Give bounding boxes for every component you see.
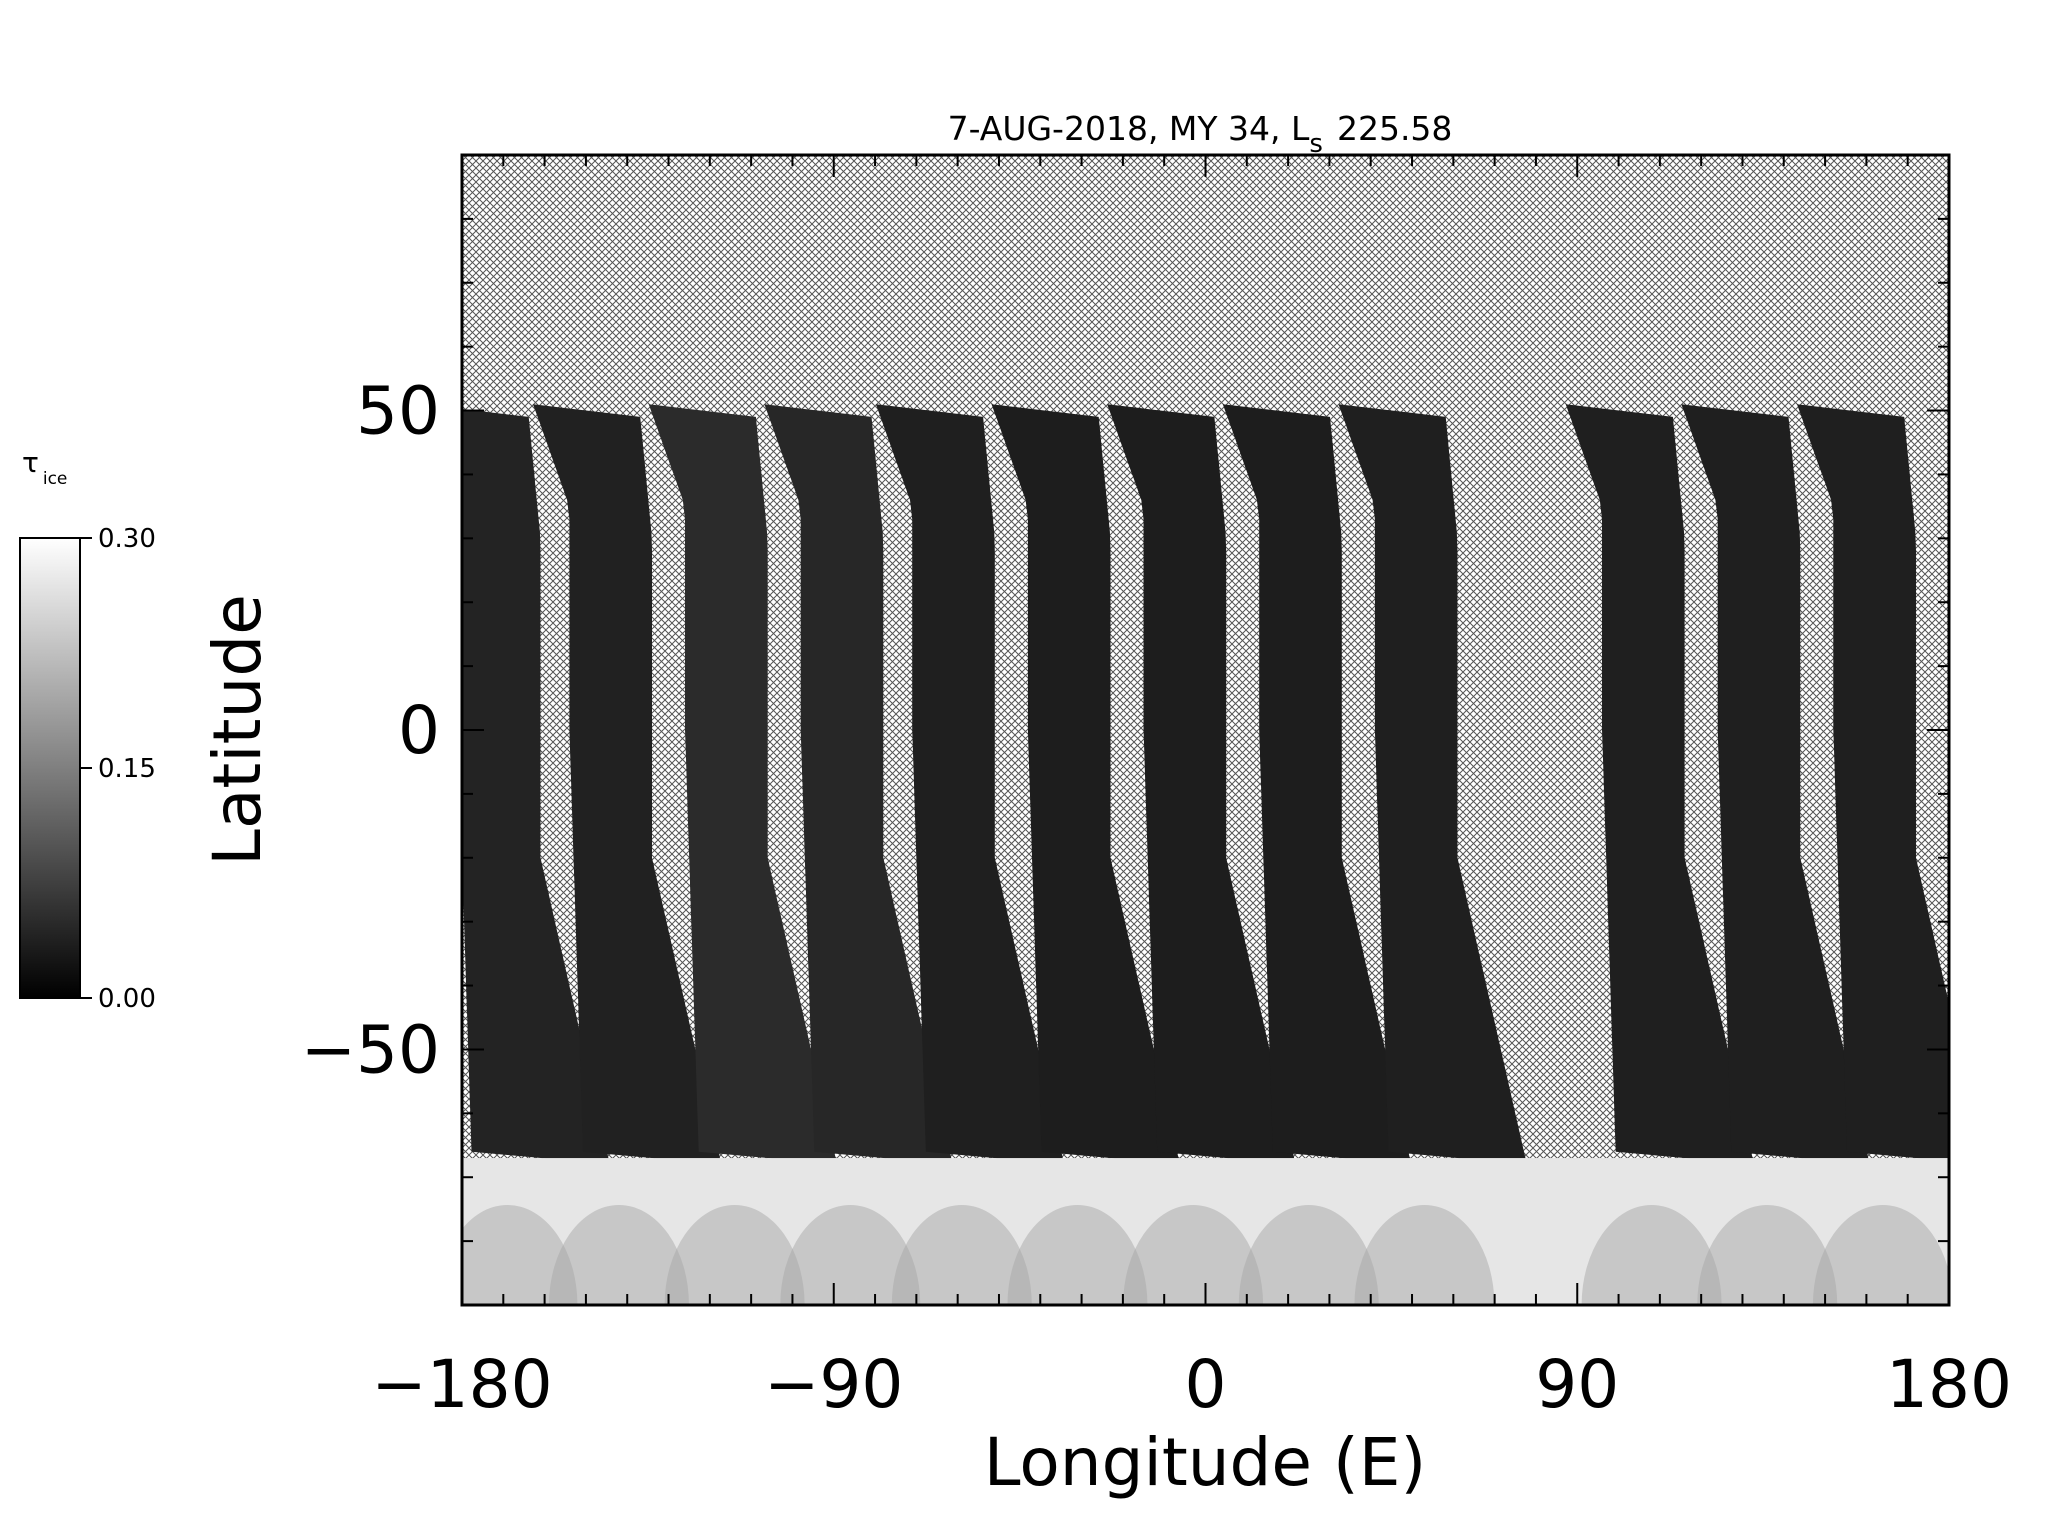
x-axis-label: Longitude (E)	[984, 1424, 1426, 1501]
polar-swath-arc	[1581, 1205, 1722, 1305]
colorbar-label-symbol: τ	[22, 446, 39, 479]
y-axis-label: Latitude	[199, 594, 276, 866]
polar-swath-arc	[1123, 1205, 1264, 1305]
orbit-swath	[462, 408, 610, 1165]
y-tick-label: 50	[356, 373, 440, 450]
polar-swath-arc	[891, 1205, 1032, 1305]
y-tick-label: −50	[301, 1011, 440, 1088]
orbit-swath	[991, 404, 1180, 1165]
chart-title-main: 7-AUG-2018, MY 34, L	[948, 109, 1310, 148]
x-tick-label: 180	[1886, 1346, 2012, 1423]
polar-swath-arc	[780, 1205, 921, 1305]
orbit-swath	[533, 404, 722, 1165]
colorbar-label: τ ice	[22, 446, 67, 489]
polar-swath-arc	[548, 1205, 689, 1305]
orbit-swath	[764, 404, 953, 1165]
colorbar-tick-label: 0.00	[98, 984, 156, 1014]
polar-swath-arc	[664, 1205, 805, 1305]
polar-swath-arc	[462, 1205, 578, 1305]
x-axis-ticks: −180 −90 0 90 180	[371, 155, 2012, 1423]
x-tick-label: 90	[1535, 1346, 1619, 1423]
x-tick-label: −90	[764, 1346, 903, 1423]
x-tick-label: −180	[371, 1346, 552, 1423]
orbit-swaths	[462, 404, 1949, 1165]
polar-swath-arc	[1238, 1205, 1379, 1305]
y-axis-ticks: −50 0 50	[301, 154, 1949, 1306]
orbit-swath	[875, 404, 1065, 1165]
colorbar-tick-label: 0.30	[98, 524, 156, 554]
colorbar-tick-label: 0.15	[98, 754, 156, 784]
polar-hood-region	[462, 1158, 1949, 1305]
polar-swath-arc	[1697, 1205, 1838, 1305]
colorbar-label-subscript: ice	[43, 469, 68, 489]
plot-area	[462, 155, 1949, 1305]
orbit-swath	[1797, 404, 1949, 1162]
y-tick-label: 0	[398, 692, 440, 769]
polar-swath-arc	[1812, 1205, 1949, 1305]
orbit-swath	[1222, 404, 1412, 1165]
orbit-swath	[1565, 404, 1754, 1165]
chart-title: 7-AUG-2018, MY 34, Ls 225.58	[948, 109, 1453, 159]
colorbar: τ ice 0.00 0.15 0.30	[19, 446, 156, 1014]
chart-title-value: 225.58	[1337, 109, 1452, 148]
orbit-swath	[1107, 404, 1296, 1165]
chart-title-subscript: s	[1309, 129, 1323, 159]
polar-swath-arc	[1354, 1205, 1495, 1305]
orbit-swath	[1338, 404, 1527, 1165]
x-tick-label: 0	[1185, 1346, 1227, 1423]
orbit-swath	[648, 404, 838, 1165]
orbit-swath	[1681, 404, 1870, 1165]
colorbar-ticks: 0.00 0.15 0.30	[80, 524, 156, 1014]
colorbar-gradient	[19, 537, 81, 999]
polar-swath-arc	[1007, 1205, 1148, 1305]
